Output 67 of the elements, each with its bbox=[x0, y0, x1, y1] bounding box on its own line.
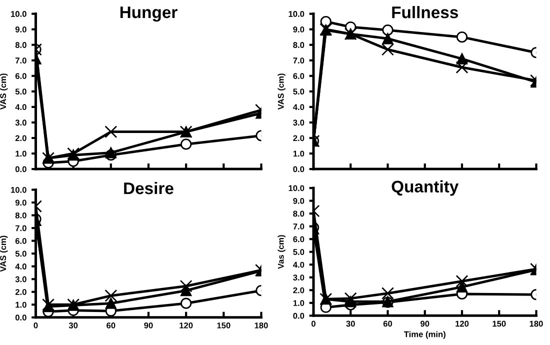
y-tick-label: 7.0 bbox=[293, 58, 304, 64]
y-tick-label: 0.0 bbox=[293, 166, 304, 172]
x-tick-label: 120 bbox=[456, 320, 469, 327]
y-tick-label: 3.0 bbox=[15, 120, 26, 126]
y-tick-label: 0.0 bbox=[15, 314, 26, 320]
y-tick-label: 4.0 bbox=[15, 264, 26, 270]
y-tick-label: 6.0 bbox=[15, 73, 26, 79]
y-axis-title: VAS (cm) bbox=[0, 74, 8, 110]
y-tick-label: 10.0 bbox=[11, 11, 26, 17]
y-tick-label: 8.0 bbox=[15, 212, 26, 218]
y-tick-label: 6.0 bbox=[15, 238, 26, 244]
y-tick-label: 9.0 bbox=[15, 200, 26, 206]
x-tick-label: 120 bbox=[180, 322, 193, 328]
y-tick-label: 5.0 bbox=[15, 250, 26, 257]
y-tick-label: 8.0 bbox=[293, 210, 304, 217]
y-tick-label: 3.0 bbox=[293, 120, 304, 126]
y-tick-label: 0.0 bbox=[15, 166, 26, 172]
y-axis-title: VAS (cm) bbox=[0, 236, 8, 272]
y-tick-label: 7.0 bbox=[293, 224, 304, 230]
y-tick-label: 6.0 bbox=[293, 236, 304, 242]
y-tick-label: 7.0 bbox=[15, 58, 26, 64]
x-tick-label: 0 bbox=[34, 322, 38, 328]
chart-title: Hunger bbox=[120, 6, 178, 22]
x-tick-label: 150 bbox=[492, 320, 506, 327]
x-axis-title: Time (min) bbox=[404, 331, 446, 339]
y-tick-label: 9.0 bbox=[15, 26, 26, 32]
x-tick-label: 60 bbox=[106, 322, 116, 328]
x-tick-label: 90 bbox=[144, 322, 153, 328]
y-tick-label: 9.0 bbox=[293, 198, 304, 204]
y-tick-label: 10.0 bbox=[11, 186, 26, 193]
y-tick-label: 8.0 bbox=[293, 42, 304, 48]
y-tick-label: 2.0 bbox=[293, 135, 304, 142]
x-tick-label: 180 bbox=[530, 320, 543, 327]
x-tick-label: 180 bbox=[254, 322, 268, 328]
y-axis-title: Vas (cm) bbox=[278, 235, 286, 269]
y-tick-label: 4.0 bbox=[293, 104, 304, 110]
y-tick-label: 7.0 bbox=[15, 225, 26, 232]
y-tick-label: 2.0 bbox=[15, 135, 26, 142]
y-tick-label: 3.0 bbox=[15, 276, 26, 282]
y-tick-label: 10.0 bbox=[288, 11, 304, 17]
y-tick-label: 1.0 bbox=[16, 150, 26, 157]
x-tick-label: 0 bbox=[312, 320, 316, 327]
x-tick-label: 150 bbox=[217, 322, 230, 328]
y-tick-label: 1.0 bbox=[16, 302, 26, 308]
x-tick-label: 90 bbox=[420, 320, 430, 327]
y-tick-label: 1.0 bbox=[293, 150, 304, 157]
y-tick-label: 3.0 bbox=[293, 274, 304, 280]
y-axis-title: VAS (cm) bbox=[278, 74, 286, 110]
y-tick-label: 4.0 bbox=[15, 104, 26, 110]
chart-title: Fullness bbox=[392, 6, 458, 18]
y-tick-label: 5.0 bbox=[293, 249, 304, 255]
y-tick-label: 0.0 bbox=[293, 312, 304, 319]
x-tick-label: 60 bbox=[383, 320, 392, 327]
y-tick-label: 2.0 bbox=[293, 287, 304, 294]
y-tick-label: 1.0 bbox=[293, 300, 304, 306]
x-tick-label: 30 bbox=[68, 322, 78, 328]
y-tick-label: 5.0 bbox=[293, 88, 304, 95]
y-tick-label: 5.0 bbox=[15, 88, 26, 95]
chart-title: Desire bbox=[124, 182, 174, 194]
chart-title: Quantity bbox=[392, 180, 459, 196]
y-tick-label: 10.0 bbox=[288, 185, 304, 192]
y-tick-label: 9.0 bbox=[293, 26, 304, 32]
x-tick-label: 30 bbox=[346, 320, 355, 327]
y-tick-label: 6.0 bbox=[293, 73, 304, 79]
y-tick-label: 2.0 bbox=[15, 289, 26, 295]
y-tick-label: 4.0 bbox=[293, 262, 304, 268]
y-tick-label: 8.0 bbox=[15, 42, 26, 48]
